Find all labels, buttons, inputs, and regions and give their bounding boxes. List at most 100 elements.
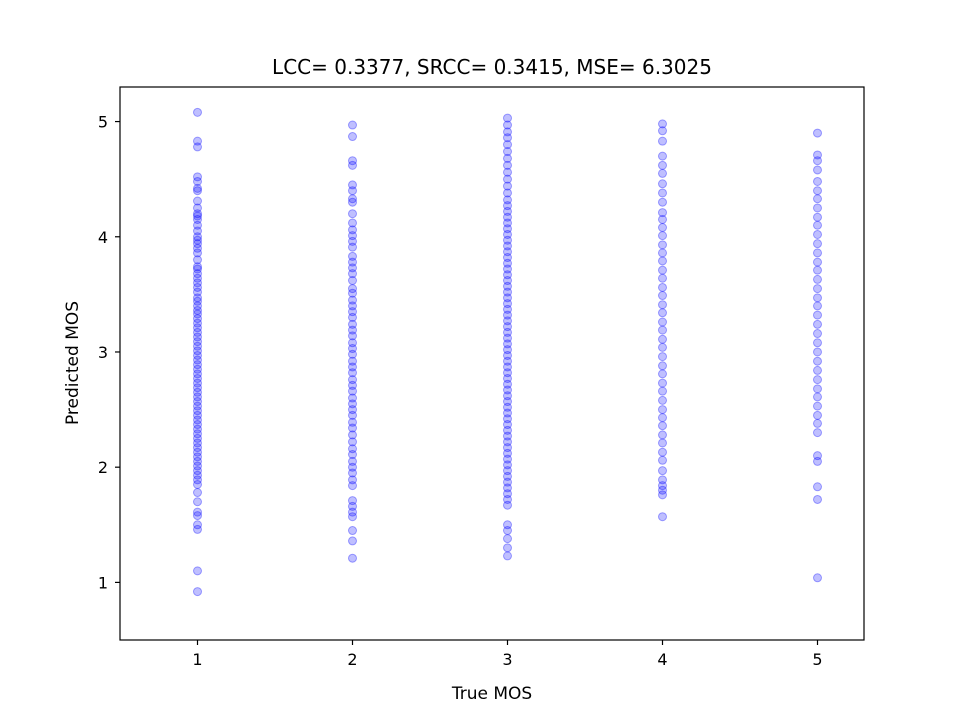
y-tick-label: 5 [98, 113, 108, 132]
data-point [193, 248, 202, 258]
data-point [503, 140, 512, 150]
data-point [193, 373, 202, 383]
data-point [813, 310, 822, 320]
data-point [813, 428, 822, 438]
data-point [503, 113, 512, 123]
data-point [503, 224, 512, 234]
data-point [503, 339, 512, 349]
data-point [658, 136, 667, 146]
data-point [348, 437, 357, 447]
data-point [503, 167, 512, 177]
data-point [503, 241, 512, 251]
data-point [813, 203, 822, 213]
data-point [193, 203, 202, 213]
data-point [348, 251, 357, 261]
chart-title: LCC= 0.3377, SRCC= 0.3415, MSE= 6.3025 [272, 55, 712, 79]
data-point [658, 126, 667, 136]
data-point [348, 430, 357, 440]
data-point [813, 347, 822, 357]
data-point [193, 273, 202, 283]
data-point [503, 551, 512, 561]
data-point [348, 325, 357, 335]
data-point [658, 455, 667, 465]
data-point [503, 385, 512, 395]
data-point [813, 293, 822, 303]
y-tick-label: 2 [98, 458, 108, 477]
data-point [193, 410, 202, 420]
data-point [193, 176, 202, 186]
data-point [503, 287, 512, 297]
data-point [193, 420, 202, 430]
data-point [503, 534, 512, 544]
data-point [193, 447, 202, 457]
data-point [193, 524, 202, 534]
data-point [348, 553, 357, 563]
data-point [658, 208, 667, 218]
x-tick-label: 1 [192, 650, 202, 669]
data-point [813, 301, 822, 311]
data-point [193, 424, 202, 434]
data-point [658, 265, 667, 275]
data-point [503, 127, 512, 137]
data-point [503, 350, 512, 360]
data-point [193, 587, 202, 597]
data-point [193, 306, 202, 315]
data-point [193, 479, 202, 489]
data-point [193, 235, 202, 245]
data-point [658, 160, 667, 170]
data-point [348, 236, 357, 246]
data-point [658, 405, 667, 415]
data-point [348, 257, 357, 267]
data-point [193, 507, 202, 517]
data-point [503, 420, 512, 430]
data-point [503, 327, 512, 337]
data-point [193, 488, 202, 498]
data-point [813, 401, 822, 411]
data-point [658, 413, 667, 423]
data-point [193, 355, 202, 365]
data-point [348, 225, 357, 235]
data-point [813, 229, 822, 239]
data-point [658, 378, 667, 388]
data-point [348, 284, 357, 294]
data-point [503, 299, 512, 309]
data-point [813, 384, 822, 394]
data-point [503, 408, 512, 418]
data-point [348, 526, 357, 536]
data-point [658, 325, 667, 335]
data-point [658, 240, 667, 250]
data-point [193, 309, 202, 319]
data-point [503, 373, 512, 383]
data-point [348, 410, 357, 420]
data-point [503, 425, 512, 435]
data-point [193, 332, 202, 342]
data-point [193, 433, 202, 443]
data-point [193, 211, 202, 221]
data-point [658, 179, 667, 189]
data-point [658, 317, 667, 327]
data-point [658, 282, 667, 292]
data-point [503, 276, 512, 286]
data-point [348, 501, 357, 511]
data-point [658, 231, 667, 241]
data-point [193, 196, 202, 206]
data-point [503, 448, 512, 458]
data-point [348, 386, 357, 396]
data-point [193, 406, 202, 416]
data-point [503, 379, 512, 389]
data-point [348, 194, 357, 204]
y-tick-label: 1 [98, 573, 108, 592]
data-point [348, 209, 357, 219]
data-point [348, 399, 357, 409]
data-point [503, 402, 512, 412]
data-point [813, 156, 822, 166]
data-point [348, 362, 357, 372]
data-point [348, 156, 357, 166]
data-point [503, 437, 512, 447]
data-point [348, 276, 357, 286]
data-point [813, 482, 822, 492]
x-axis-label: True MOS [451, 684, 532, 704]
data-point [503, 120, 512, 130]
data-point [658, 352, 667, 362]
data-point [503, 333, 512, 343]
